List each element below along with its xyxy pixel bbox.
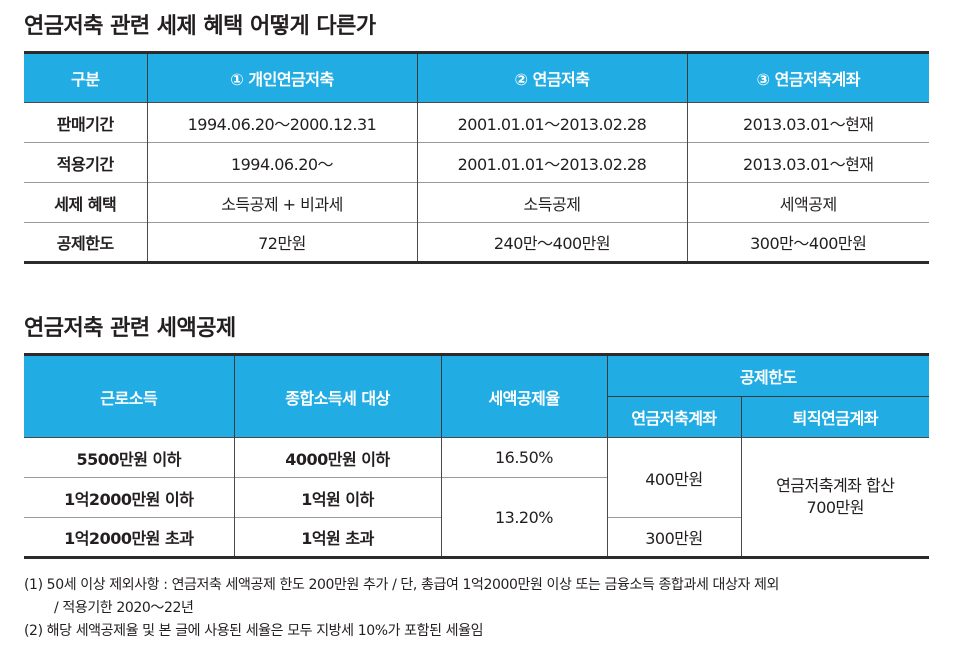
earned-income-cell: 1억2000만원 이하 (24, 477, 234, 518)
tax-benefit-comparison-table: 구분 ① 개인연금저축 ② 연금저축 ③ 연금저축계좌 판매기간 1994.06… (24, 51, 929, 264)
pension-limit-cell: 400만원 (606, 437, 741, 518)
table-cell: 2001.01.01～2013.02.28 (416, 142, 687, 183)
header-retirement-pension-account: 퇴직연금계좌 (740, 396, 930, 438)
header-comprehensive-income: 종합소득세 대상 (233, 354, 441, 438)
footnotes: (1) 50세 이상 제외사항 : 연금저축 세액공제 한도 200만원 추가 … (24, 574, 779, 643)
table-header-row: 구분 ① 개인연금저축 ② 연금저축 ③ 연금저축계좌 (24, 52, 929, 103)
table-cell: 세액공제 (686, 182, 929, 223)
credit-rate-cell: 16.50% (440, 437, 607, 478)
comprehensive-income-cell: 4000만원 이하 (233, 437, 441, 478)
comprehensive-income-cell: 1억원 초과 (233, 517, 441, 558)
table-cell: 2013.03.01～현재 (686, 102, 929, 143)
table-cell: 72만원 (146, 222, 417, 263)
header-deduction-limit: 공제한도 (606, 354, 930, 397)
table-row: 판매기간 1994.06.20～2000.12.31 2001.01.01～20… (24, 102, 929, 143)
table-row: 세제 혜택 소득공제 + 비과세 소득공제 세액공제 (24, 182, 929, 223)
header-pension-savings: ② 연금저축 (416, 52, 687, 103)
table-row: 1억2000만원 초과 1억원 초과 300만원 (24, 517, 929, 558)
table-header-row: 근로소득 종합소득세 대상 세액공제율 공제한도 (24, 354, 930, 438)
table-cell: 소득공제 + 비과세 (146, 182, 417, 223)
table-row: 5500만원 이하 4000만원 이하 16.50% 400만원 연금저축계좌 … (24, 437, 930, 558)
table-cell: 1994.06.20～ (146, 142, 417, 183)
header-category: 구분 (24, 52, 147, 103)
table-cell: 소득공제 (416, 182, 687, 223)
row-label: 공제한도 (24, 222, 147, 263)
credit-rate-cell: 13.20% (440, 477, 607, 558)
earned-income-cell: 1억2000만원 초과 (24, 517, 234, 558)
table-row: 적용기간 1994.06.20～ 2001.01.01～2013.02.28 2… (24, 142, 929, 183)
row-label: 판매기간 (24, 102, 147, 143)
row-label: 적용기간 (24, 142, 147, 183)
tax-credit-table: 근로소득 종합소득세 대상 세액공제율 공제한도 연금저축계좌 퇴직연금계좌 5… (24, 353, 930, 559)
header-pension-account: ③ 연금저축계좌 (686, 52, 929, 103)
header-personal-pension: ① 개인연금저축 (146, 52, 417, 103)
header-pension-savings-account: 연금저축계좌 (606, 396, 741, 438)
table-subheader-row: 연금저축계좌 퇴직연금계좌 (24, 396, 930, 438)
table-cell: 1994.06.20～2000.12.31 (146, 102, 417, 143)
section-title-tax-credit: 연금저축 관련 세액공제 (24, 316, 236, 341)
retirement-limit-line2: 700만원 (806, 498, 865, 517)
table-cell: 2001.01.01～2013.02.28 (416, 102, 687, 143)
footnote-1-continuation: / 적용기한 2020～22년 (54, 600, 194, 616)
header-earned-income: 근로소득 (24, 354, 234, 438)
table-row: 1억2000만원 이하 1억원 이하 13.20% (24, 477, 929, 558)
earned-income-cell: 5500만원 이하 (24, 437, 234, 478)
row-label: 세제 혜택 (24, 182, 147, 223)
table-row: 공제한도 72만원 240만～400만원 300만～400만원 (24, 222, 929, 263)
comprehensive-income-cell: 1억원 이하 (233, 477, 441, 518)
table-cell: 2013.03.01～현재 (686, 142, 929, 183)
footnote-1: (1) 50세 이상 제외사항 : 연금저축 세액공제 한도 200만원 추가 … (24, 577, 779, 593)
table-cell: 300만～400만원 (686, 222, 929, 263)
retirement-limit-line1: 연금저축계좌 합산 (776, 476, 895, 495)
section-title-tax-benefits: 연금저축 관련 세제 혜택 어떻게 다른가 (24, 14, 376, 39)
table-cell: 240만～400만원 (416, 222, 687, 263)
retirement-limit-cell: 연금저축계좌 합산 700만원 (740, 437, 930, 558)
footnote-2: (2) 해당 세액공제율 및 본 글에 사용된 세율은 모두 지방세 10%가 … (24, 623, 484, 639)
pension-limit-cell: 300만원 (606, 517, 741, 558)
header-credit-rate: 세액공제율 (440, 354, 607, 438)
